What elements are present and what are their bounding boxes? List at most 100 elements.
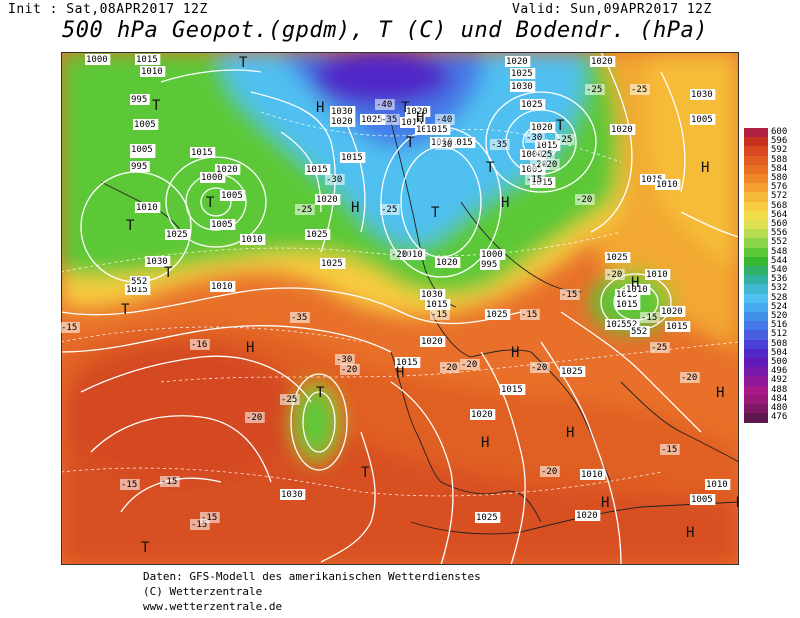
- isobar-label: 1015: [341, 153, 363, 163]
- isotherm-label-bg: [525, 174, 545, 185]
- isobar-label-bg: [305, 229, 331, 240]
- field-sw-low: [61, 342, 301, 482]
- isobar-label-bg: [665, 321, 691, 332]
- isotherm-label-bg: [380, 204, 400, 215]
- isotherm-label: -35: [291, 313, 307, 323]
- isotherm-label: -15: [161, 477, 177, 487]
- isobar-label: 995: [481, 260, 497, 270]
- isobar-label: 1005: [691, 115, 713, 125]
- isotherm-label-bg: [335, 354, 355, 365]
- isobar-label-bg: [125, 284, 151, 295]
- isobar-label-bg: [625, 284, 651, 295]
- field-532: [221, 52, 584, 245]
- legend-swatch: [744, 367, 768, 377]
- isobar-label: 1025: [476, 513, 498, 523]
- isotherm-label-bg: [520, 309, 540, 320]
- pressure-center: H: [351, 200, 359, 216]
- legend-value: 568: [771, 200, 788, 211]
- isotherm-label-bg: [630, 84, 650, 95]
- isobar-label-bg: [605, 252, 631, 263]
- pressure-center: T: [141, 540, 150, 556]
- pressure-center: H: [601, 495, 609, 511]
- pressure-center: T: [406, 135, 415, 151]
- isobar-label-bg: [130, 144, 156, 155]
- legend-value: 560: [771, 219, 788, 229]
- isobar-label-bg: [135, 54, 161, 65]
- legend-swatch: [744, 192, 768, 203]
- isobar-label-bg: [535, 140, 561, 151]
- legend-swatch: [744, 321, 768, 331]
- isobar-label-bg: [425, 299, 451, 310]
- isotherm-label: -20: [681, 373, 697, 383]
- isotherm-label-bg: [340, 364, 360, 375]
- pressure-center: T: [126, 218, 135, 234]
- pressure-center: H: [511, 345, 519, 361]
- isotherm-label: -16: [191, 340, 207, 350]
- isobar-label: 1010: [646, 270, 668, 280]
- isotherm-label-bg: [325, 174, 345, 185]
- pressure-center: H: [736, 495, 739, 511]
- legend-value: 588: [771, 154, 788, 165]
- isobar-label: 1005: [691, 495, 713, 505]
- isotherm-label-bg: [555, 134, 575, 145]
- legend-swatch: [744, 385, 768, 396]
- isobar-label-bg: [405, 106, 431, 117]
- field-500: [311, 52, 451, 105]
- isobar-label: 1025: [561, 367, 583, 377]
- legend-swatch: [744, 376, 768, 387]
- isotherm-label-bg: [540, 159, 560, 170]
- pressure-center: T: [316, 385, 325, 401]
- legend-swatch: [744, 266, 768, 276]
- footer-url[interactable]: www.wetterzentrale.de: [143, 600, 283, 613]
- isobar-label: 1030: [146, 257, 168, 267]
- legend-swatch: [744, 394, 768, 405]
- isotherm-label-bg: [435, 114, 455, 125]
- isotherm-label-bg: [585, 84, 605, 95]
- isobar-label-bg: [135, 202, 161, 213]
- isotherm-label: -20: [531, 363, 547, 373]
- isotherm-label: -15: [201, 513, 217, 523]
- legend-swatch: [744, 210, 768, 221]
- legend-swatch: [744, 183, 768, 193]
- legend-value: 516: [771, 320, 788, 331]
- isotherm-label: -15: [121, 480, 137, 490]
- isobar-label: 995: [131, 162, 147, 172]
- isobars: [61, 52, 739, 565]
- isotherm-label-bg: [280, 394, 300, 405]
- isobar-label: 1010: [581, 470, 603, 480]
- isotherm-label-bg: [390, 249, 410, 260]
- isotherm-label-bg: [530, 159, 550, 170]
- isobar-label: 1010: [136, 203, 158, 213]
- pressure-center: H: [686, 525, 694, 541]
- isobar-label-bg: [530, 122, 556, 133]
- map-title: 500 hPa Geopot.(gpdm), T (C) und Bodendr…: [62, 18, 709, 43]
- legend-value: 524: [771, 301, 788, 312]
- legend-swatch: [744, 155, 768, 166]
- isobar-label: 1010: [401, 250, 423, 260]
- weather-map: 1000101510109951005100099510051010101510…: [60, 52, 744, 565]
- legend-swatch: [744, 174, 768, 184]
- isobar-label-bg: [425, 124, 451, 135]
- isobar-label-bg: [610, 124, 636, 135]
- isobar-label-bg: [500, 384, 526, 395]
- isobar-label: 1015: [126, 285, 148, 295]
- pressure-center: H: [246, 340, 254, 356]
- isobar-label: 1030: [691, 90, 713, 100]
- isobar-label-bg: [200, 172, 226, 183]
- isotherm-label-bg: [375, 99, 395, 110]
- isotherm-label-bg: [295, 204, 315, 215]
- legend-swatch: [744, 238, 768, 249]
- isobar-label: 1015: [426, 300, 448, 310]
- isobar-label-bg: [330, 116, 356, 127]
- isobar-label-bg: [315, 194, 341, 205]
- isotherm-label-bg: [640, 312, 660, 323]
- map-canvas: 1000101510109951005100099510051010101510…: [60, 52, 744, 565]
- isobar-label-bg: [520, 149, 546, 160]
- pressure-center: T: [556, 118, 565, 134]
- isobar-label: 1005: [211, 220, 233, 230]
- height-label: 552: [131, 277, 147, 287]
- isotherm-label: -20: [461, 360, 477, 370]
- isotherm-label: -30: [436, 140, 452, 150]
- isobar-label-bg: [615, 299, 641, 310]
- pressure-center: H: [716, 385, 724, 401]
